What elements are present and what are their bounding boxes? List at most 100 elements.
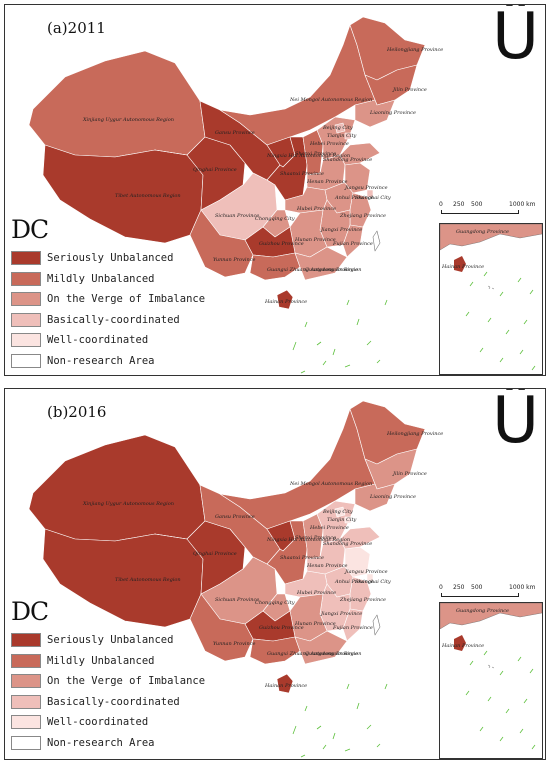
scale-line — [441, 593, 519, 597]
province-yunnan-province — [189, 209, 254, 278]
province-label: Jilin Province — [392, 87, 427, 93]
province-label: Beijing City — [322, 509, 353, 515]
scale-tick: 1000 km — [509, 584, 536, 591]
island-mark — [300, 370, 306, 374]
province-label: Jiangxi Province — [320, 227, 362, 233]
inset-label: Guangdong Province — [456, 608, 509, 614]
map-panel-2016: Xinjiang Uygur Autonomous Region Tibet Au… — [4, 388, 546, 760]
province-label: Shaanxi Province — [280, 555, 324, 561]
legend-label: Non-research Area — [47, 736, 155, 749]
scale-bar: 0 250 500 1000 km — [437, 584, 545, 597]
panel-title: (a)2011 — [47, 19, 106, 37]
province-label: Jiangsu Province — [344, 185, 388, 191]
inset-dots — [487, 285, 495, 290]
province-label: Shanghai City — [355, 195, 391, 201]
province-label: Guangxi Zhuang Autonomous Region — [267, 267, 362, 273]
legend-label: On the Verge of Imbalance — [47, 675, 206, 688]
province-label: Hainan Province — [264, 299, 307, 305]
legend-label: On the Verge of Imbalance — [47, 293, 206, 306]
legend-label: Mildly Unbalanced — [47, 654, 155, 667]
province-label: Hubei Province — [296, 206, 336, 212]
inset-label: Hainan Province — [441, 643, 484, 649]
non-research-area-region — [372, 614, 381, 636]
legend-item: Basically-coordinated — [11, 692, 231, 713]
island-mark — [316, 725, 322, 730]
province-label: Nei Mongol Autonomous Region — [289, 97, 372, 103]
province-hebei-province — [316, 500, 356, 545]
island-mark — [332, 732, 336, 740]
province-tianjin-city — [344, 516, 352, 524]
island-mark — [292, 341, 297, 351]
island-mark — [322, 360, 327, 366]
legend-item: Well-coordinated — [11, 712, 231, 733]
scale-tick: 0 — [439, 201, 443, 208]
legend-item: On the Verge of Imbalance — [11, 289, 231, 310]
scale-tick: 1000 km — [509, 201, 536, 208]
province-label: Heilongjiang Province — [386, 47, 443, 53]
island-mark — [344, 748, 351, 752]
province-label: Tibet Autonomous Region — [115, 577, 181, 583]
province-shanghai-city — [366, 189, 374, 198]
province-tianjin-city — [344, 132, 352, 140]
inset-island — [483, 271, 488, 277]
province-hainan-province — [276, 289, 294, 310]
province-label: Qinghai Province — [193, 551, 237, 557]
inset-island — [487, 317, 492, 323]
island-mark — [376, 743, 381, 748]
legend-item: Basically-coordinated — [11, 310, 231, 331]
inset-island — [517, 277, 522, 283]
province-label: Zhejiang Province — [339, 597, 386, 603]
province-label: Hainan Province — [264, 683, 307, 689]
province-label: Anhui Province — [334, 195, 374, 201]
inset-hainan — [454, 256, 466, 272]
province-xinjiang-uygur-autonomous-region — [28, 434, 206, 542]
legend-item: Non-research Area — [11, 351, 231, 372]
province-label: Gansu Province — [215, 514, 255, 520]
province-label: Henan Province — [306, 563, 348, 569]
island-mark — [376, 359, 381, 364]
province-label: Ningxia Hui Autonomous Region — [266, 537, 350, 543]
province-label: Liaoning Province — [369, 494, 416, 500]
province-liaoning-province — [354, 99, 396, 128]
china-map-2016: Xinjiang Uygur Autonomous Region Tibet Au… — [28, 400, 443, 758]
province-label: Beijing City — [322, 125, 353, 131]
province-label: Tianjin City — [327, 133, 357, 139]
legend: DC Seriously Unbalanced Mildly Unbalanced… — [11, 215, 231, 371]
province-label: Xinjiang Uygur Autonomous Region — [82, 501, 174, 507]
province-label: Qinghai Province — [193, 167, 237, 173]
island-mark — [332, 348, 336, 356]
province-beijing-city — [334, 122, 346, 134]
inset-island — [487, 696, 492, 702]
inset-dots — [487, 664, 495, 669]
legend-swatch — [11, 735, 41, 750]
legend-title: DC — [11, 597, 49, 626]
inset-map: Guangdong Province Hainan Province — [439, 602, 543, 750]
inset-island — [529, 289, 534, 295]
province-label: Anhui Province — [334, 579, 374, 585]
inset-island — [483, 650, 488, 656]
province-guangdong-province — [294, 630, 348, 665]
panel-title: (b)2016 — [47, 403, 107, 421]
province-label: Jiangxi Province — [320, 611, 362, 617]
south-china-sea-inset: Guangdong Province Hainan Province — [439, 223, 543, 375]
legend-label: Basically-coordinated — [47, 313, 180, 326]
scale-line — [441, 210, 519, 214]
province-label: Zhejiang Province — [339, 213, 386, 219]
inset-island — [465, 311, 470, 317]
legend-item: Seriously Unbalanced — [11, 630, 231, 651]
non-research-area-region — [372, 230, 381, 252]
legend-label: Non-research Area — [47, 354, 155, 367]
island-mark — [384, 299, 388, 306]
map-panel-2011: Xinjiang Uygur Autonomous Region Tibet Au… — [4, 4, 546, 376]
province-label: Heilongjiang Province — [386, 431, 443, 437]
inset-island — [519, 349, 524, 355]
province-fujian-province — [342, 608, 364, 642]
province-beijing-city — [334, 506, 346, 518]
inset-island — [505, 329, 510, 335]
legend: DC Seriously Unbalanced Mildly Unbalanced… — [11, 597, 231, 753]
inset-mainland — [439, 223, 543, 251]
legend-items: Seriously Unbalanced Mildly Unbalanced On … — [11, 248, 231, 371]
inset-island — [499, 357, 504, 363]
south-china-sea-inset: Guangdong Province Hainan Province — [439, 602, 543, 759]
inset-island — [523, 698, 528, 704]
